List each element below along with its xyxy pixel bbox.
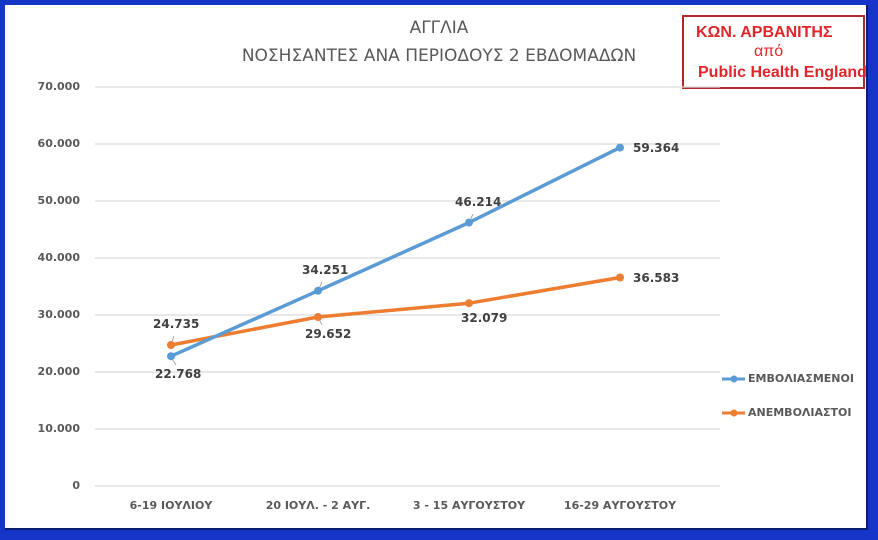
data-label-unvaccinated-4: 36.583 bbox=[633, 271, 680, 285]
chart-title: ΑΓΓΛΙΑ bbox=[409, 18, 469, 38]
y-tick-30000: 30.000 bbox=[37, 308, 80, 321]
y-tick-60000: 60.000 bbox=[37, 137, 80, 150]
credit-from: από bbox=[754, 43, 784, 60]
y-tick-0: 0 bbox=[72, 479, 80, 492]
y-tick-70000: 70.000 bbox=[37, 80, 80, 93]
y-tick-10000: 10.000 bbox=[37, 422, 80, 435]
gridlines bbox=[95, 86, 720, 487]
y-tick-20000: 20.000 bbox=[37, 365, 80, 378]
series-vaccinated-markers bbox=[167, 143, 624, 361]
data-label-vaccinated-4: 59.364 bbox=[633, 141, 680, 155]
credit-source: Public Health England bbox=[698, 64, 867, 81]
series-unvaccinated-line bbox=[170, 275, 621, 347]
data-label-unvaccinated-2: 29.652 bbox=[305, 327, 352, 341]
legend-swatches bbox=[722, 375, 745, 417]
legend-item-vaccinated: ΕΜΒΟΛΙΑΣΜΕΝΟΙ bbox=[748, 372, 854, 385]
series-unvaccinated-markers bbox=[167, 273, 624, 349]
data-label-vaccinated-3: 46.214 bbox=[455, 195, 502, 209]
data-label-vaccinated-2: 34.251 bbox=[302, 263, 349, 277]
data-label-unvaccinated-1: 24.735 bbox=[153, 317, 200, 331]
credit-box: ΚΩΝ. ΑΡΒΑΝΙΤΗΣ από Public Health England bbox=[682, 15, 867, 89]
legend-item-unvaccinated: ΑΝΕΜΒΟΛΙΑΣΤΟΙ bbox=[748, 406, 852, 419]
series-vaccinated-line bbox=[170, 146, 621, 358]
y-tick-50000: 50.000 bbox=[37, 194, 80, 207]
x-tick-4: 16-29 ΑΥΓΟΥΣΤΟΥ bbox=[563, 499, 677, 512]
data-label-unvaccinated-3: 32.079 bbox=[461, 311, 508, 325]
data-label-vaccinated-1: 22.768 bbox=[155, 367, 202, 381]
legend-label-unvaccinated: ΑΝΕΜΒΟΛΙΑΣΤΟΙ bbox=[748, 406, 852, 419]
x-tick-1: 6-19 ΙΟΥΛΙΟΥ bbox=[129, 499, 213, 512]
credit-author: ΚΩΝ. ΑΡΒΑΝΙΤΗΣ bbox=[696, 24, 833, 41]
y-tick-40000: 40.000 bbox=[37, 251, 80, 264]
chart-subtitle: ΝΟΣΗΣΑΝΤΕΣ ΑΝΑ ΠΕΡΙΟΔΟΥΣ 2 ΕΒΔΟΜΑΔΩΝ bbox=[241, 46, 637, 66]
chart-frame bbox=[5, 5, 868, 530]
x-tick-2: 20 ΙΟΥΛ. - 2 ΑΥΓ. bbox=[265, 499, 371, 512]
x-tick-3: 3 - 15 ΑΥΓΟΥΣΤΟΥ bbox=[412, 499, 526, 512]
legend-label-vaccinated: ΕΜΒΟΛΙΑΣΜΕΝΟΙ bbox=[748, 372, 854, 385]
